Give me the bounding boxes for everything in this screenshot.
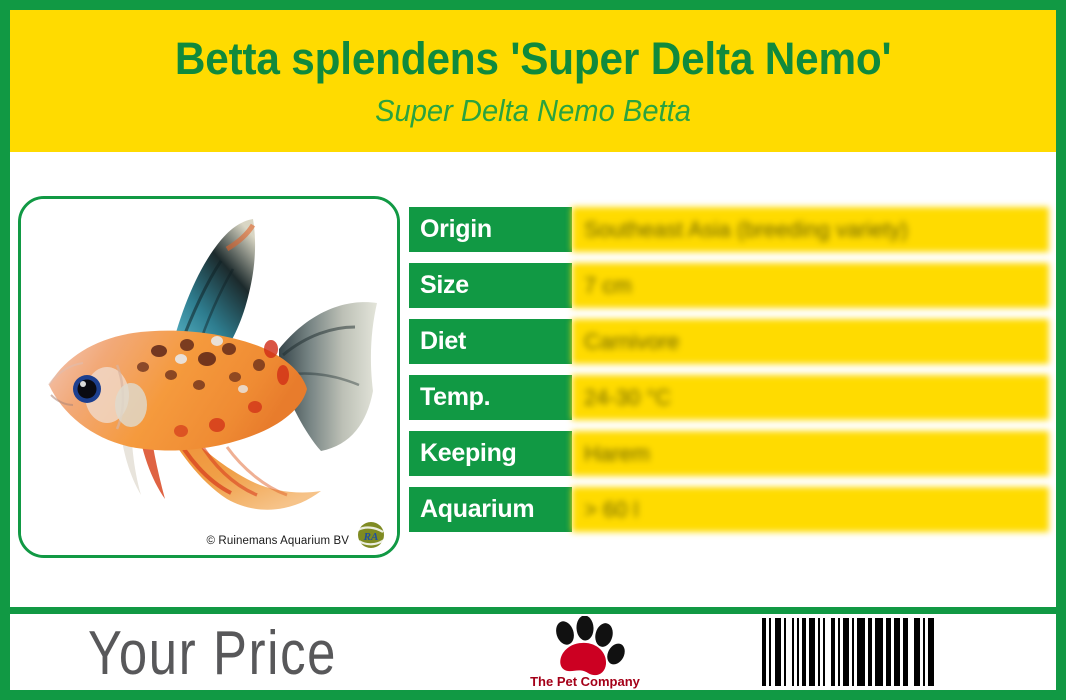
pet-company-logo: The Pet Company xyxy=(510,616,660,690)
card-footer: Your Price The Pet Company xyxy=(10,614,1056,690)
barcode-space xyxy=(781,618,784,686)
barcode-bar xyxy=(775,618,781,686)
pet-company-name: The Pet Company xyxy=(530,674,641,689)
barcode-space xyxy=(840,618,843,686)
barcode-bar xyxy=(762,618,766,686)
spec-label-size: Size xyxy=(409,263,572,308)
table-row: Keeping Harem xyxy=(409,431,1049,476)
photo-credit-text: © Ruinemans Aquarium BV xyxy=(206,535,349,547)
spec-value-keeping: Harem xyxy=(572,431,1049,476)
barcode-bar xyxy=(843,618,849,686)
barcode xyxy=(762,618,1052,686)
table-row: Size 7 cm xyxy=(409,263,1049,308)
barcode-bar xyxy=(886,618,891,686)
table-row: Temp. 24-30 °C xyxy=(409,375,1049,420)
spec-value-origin: Southeast Asia (breeding variety) xyxy=(572,207,1049,252)
barcode-space xyxy=(815,618,818,686)
table-row: Diet Carnivore xyxy=(409,319,1049,364)
barcode-bar xyxy=(831,618,835,686)
barcode-space xyxy=(883,618,886,686)
barcode-space xyxy=(891,618,894,686)
barcode-bar xyxy=(923,618,925,686)
barcode-bar xyxy=(875,618,883,686)
barcode-bar xyxy=(903,618,908,686)
spec-value-aquarium: > 60 l xyxy=(572,487,1049,532)
barcode-bar xyxy=(857,618,865,686)
barcode-bar xyxy=(797,618,799,686)
ruinemans-aquarium-logo-icon: RA xyxy=(357,522,385,548)
table-row: Origin Southeast Asia (breeding variety) xyxy=(409,207,1049,252)
barcode-bar xyxy=(802,618,806,686)
barcode-space xyxy=(908,618,914,686)
card-header-banner: Betta splendens 'Super Delta Nemo' Super… xyxy=(10,10,1056,152)
price-label: Your Price xyxy=(88,619,338,688)
svg-text:RA: RA xyxy=(363,531,379,543)
barcode-bar xyxy=(792,618,794,686)
spec-value-temp: 24-30 °C xyxy=(572,375,1049,420)
barcode-bar xyxy=(838,618,840,686)
barcode-space xyxy=(766,618,769,686)
barcode-space xyxy=(872,618,875,686)
spec-label-keeping: Keeping xyxy=(409,431,572,476)
barcode-bar xyxy=(852,618,854,686)
barcode-bar xyxy=(868,618,872,686)
footer-divider xyxy=(10,607,1056,614)
barcode-bar xyxy=(928,618,934,686)
barcode-space xyxy=(806,618,809,686)
betta-fish-illustration xyxy=(21,199,397,555)
barcode-space xyxy=(854,618,857,686)
barcode-bar xyxy=(894,618,900,686)
barcode-bar xyxy=(784,618,786,686)
card-body: © Ruinemans Aquarium BV RA Origin Southe… xyxy=(10,152,1056,600)
barcode-space xyxy=(799,618,802,686)
spec-value-size: 7 cm xyxy=(572,263,1049,308)
page-title: Betta splendens 'Super Delta Nemo' xyxy=(174,33,892,84)
barcode-space xyxy=(925,618,928,686)
spec-label-aquarium: Aquarium xyxy=(409,487,572,532)
barcode-space xyxy=(920,618,923,686)
barcode-bar xyxy=(914,618,920,686)
barcode-space xyxy=(820,618,823,686)
paw-print-icon: The Pet Company xyxy=(530,616,641,689)
barcode-bar xyxy=(809,618,815,686)
barcode-space xyxy=(825,618,831,686)
fish-photo xyxy=(21,199,397,555)
fish-photo-panel: © Ruinemans Aquarium BV RA xyxy=(18,196,400,558)
barcode-space xyxy=(849,618,852,686)
common-name-subtitle: Super Delta Nemo Betta xyxy=(375,93,691,128)
barcode-space xyxy=(794,618,797,686)
barcode-bar xyxy=(769,618,771,686)
species-spec-table: Origin Southeast Asia (breeding variety)… xyxy=(409,207,1049,532)
table-row: Aquarium > 60 l xyxy=(409,487,1049,532)
spec-label-origin: Origin xyxy=(409,207,572,252)
barcode-bar xyxy=(818,618,820,686)
barcode-space xyxy=(786,618,792,686)
barcode-space xyxy=(771,618,775,686)
barcode-bar xyxy=(823,618,825,686)
spec-value-diet: Carnivore xyxy=(572,319,1049,364)
spec-label-temp: Temp. xyxy=(409,375,572,420)
barcode-space xyxy=(865,618,868,686)
barcode-space xyxy=(900,618,903,686)
barcode-space xyxy=(835,618,838,686)
spec-label-diet: Diet xyxy=(409,319,572,364)
